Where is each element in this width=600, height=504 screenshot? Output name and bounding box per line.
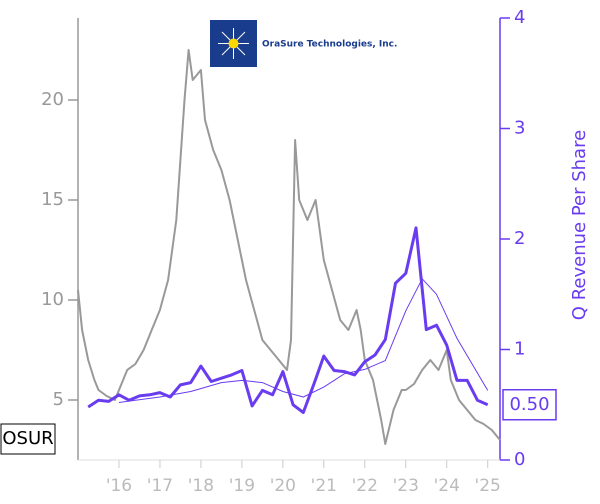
x-tick-label: '18: [188, 476, 214, 496]
x-tick-label: '17: [147, 476, 173, 496]
y2-tick-label: 2: [514, 228, 525, 249]
y-tick-label: 5: [53, 389, 64, 410]
y2-tick-label: 4: [514, 7, 525, 28]
y-tick-label: 15: [41, 189, 64, 210]
x-tick-label: '21: [311, 476, 337, 496]
logo-sun: [228, 38, 239, 49]
ticker-box: [0, 423, 56, 455]
logo-text: OraSure Technologies, Inc.: [262, 40, 397, 50]
y-tick-label: 20: [41, 89, 64, 110]
x-tick-label: '20: [270, 476, 296, 496]
y2-axis-title: Q Revenue Per Share: [569, 130, 590, 320]
y2-tick-label: 1: [514, 339, 525, 360]
series-line: [118, 278, 489, 403]
x-tick-label: '25: [475, 476, 501, 496]
y2-tick-label: 3: [514, 118, 525, 139]
y-tick-label: 10: [41, 289, 64, 310]
x-tick-label: '16: [106, 476, 132, 496]
logo: OraSure Technologies, Inc.: [210, 20, 397, 67]
ticker-label: OSUR: [2, 428, 53, 449]
last-value-box: [502, 389, 557, 421]
x-tick-label: '23: [393, 476, 419, 496]
series-line: [77, 49, 501, 445]
x-tick-label: '24: [434, 476, 460, 496]
x-tick-label: '19: [229, 476, 255, 496]
x-tick-label: '22: [352, 476, 378, 496]
series-line: [87, 226, 489, 414]
last-value-label: 0.50: [509, 394, 549, 415]
y2-tick-label: 0: [514, 449, 525, 470]
